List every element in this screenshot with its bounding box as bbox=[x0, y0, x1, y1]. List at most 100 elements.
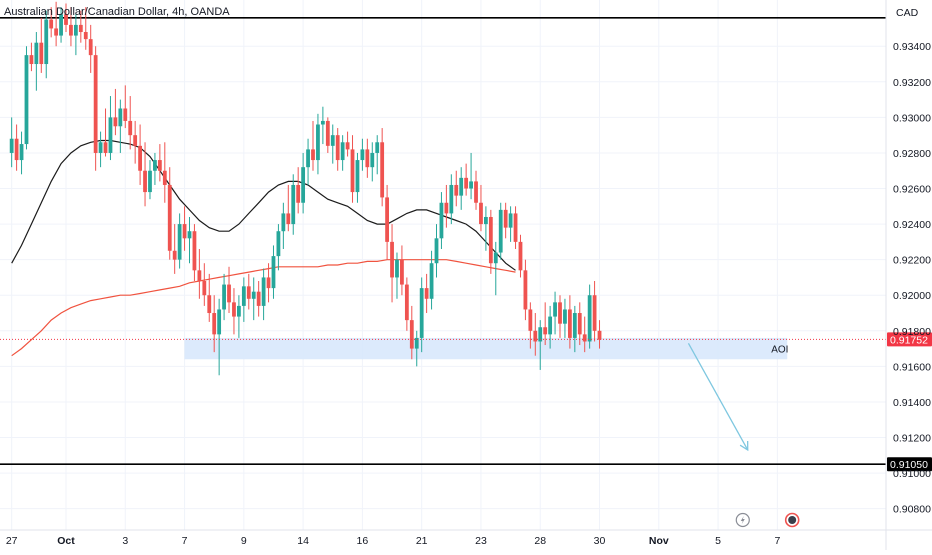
candle-down bbox=[123, 85, 128, 129]
candle-up bbox=[449, 174, 454, 225]
candle-down bbox=[167, 167, 172, 260]
candle-body bbox=[404, 284, 409, 321]
candle-body bbox=[217, 309, 222, 335]
candle-down bbox=[464, 163, 469, 196]
candle-body bbox=[355, 160, 360, 193]
candle-body bbox=[44, 19, 49, 65]
price-axis[interactable]: 0.93400 0.93200 0.93000 0.92800 0.92600 0.924… bbox=[885, 0, 931, 550]
candle-down bbox=[335, 128, 340, 171]
candle-body bbox=[182, 224, 187, 239]
lightning-icon[interactable] bbox=[735, 512, 750, 528]
candle-up bbox=[414, 330, 419, 367]
candle-body bbox=[424, 288, 429, 299]
candle-body bbox=[597, 330, 602, 340]
candle-body bbox=[395, 259, 399, 278]
candle-body bbox=[113, 117, 118, 127]
candle-up bbox=[572, 305, 577, 353]
candle-body bbox=[409, 320, 414, 349]
candle-body bbox=[306, 149, 310, 168]
event-icons[interactable] bbox=[735, 512, 800, 528]
level-price-tag-text: 0.91050 bbox=[890, 459, 928, 471]
time-axis[interactable]: 27 Oct 3 7 9 14 16 21 23 28 30 Nov 5 7 bbox=[0, 529, 932, 547]
candle-down bbox=[39, 17, 44, 73]
candle-body bbox=[548, 316, 553, 335]
candle-body bbox=[286, 213, 291, 225]
candle-body bbox=[375, 142, 380, 153]
candle-down bbox=[513, 206, 518, 249]
candle-down bbox=[54, 1, 59, 47]
time-tick-label: Nov bbox=[649, 535, 669, 547]
projection-arrow-line bbox=[687, 342, 749, 451]
candle-body bbox=[162, 170, 167, 185]
candle-down bbox=[390, 224, 394, 303]
candle-down bbox=[365, 138, 370, 178]
candle-down bbox=[350, 135, 355, 203]
candle-down bbox=[286, 184, 291, 232]
candle-body bbox=[123, 108, 128, 121]
time-tick-label: 30 bbox=[594, 535, 606, 547]
time-tick-label: 23 bbox=[475, 535, 487, 547]
candle-down bbox=[138, 124, 142, 185]
candle-up bbox=[484, 206, 488, 251]
candle-body bbox=[533, 330, 538, 342]
candle-body bbox=[266, 277, 271, 289]
candle-body bbox=[192, 231, 197, 271]
price-tick-label: 0.91400 bbox=[893, 397, 931, 409]
price-tick-label: 0.91200 bbox=[893, 433, 931, 445]
candle-up bbox=[108, 96, 113, 161]
candle-down bbox=[207, 273, 212, 322]
economic-event-icon[interactable] bbox=[784, 512, 800, 528]
candle-down bbox=[49, 7, 54, 38]
candle-down bbox=[479, 184, 483, 232]
time-tick-label: 28 bbox=[534, 535, 546, 547]
candle-down bbox=[444, 184, 449, 228]
candle-up bbox=[306, 138, 310, 185]
candle-body bbox=[128, 120, 133, 136]
candle-body bbox=[157, 160, 162, 171]
candle-up bbox=[553, 291, 557, 335]
candle-body bbox=[301, 167, 306, 203]
level-price-tag bbox=[887, 457, 932, 472]
time-tick-label: 9 bbox=[241, 535, 247, 547]
candle-down bbox=[133, 120, 138, 164]
candle-body bbox=[360, 149, 365, 161]
candle-up bbox=[34, 32, 39, 91]
candle-down bbox=[592, 281, 597, 342]
candle-up bbox=[271, 245, 276, 299]
candle-up bbox=[320, 106, 325, 145]
candle-body bbox=[563, 309, 567, 324]
candle-body bbox=[503, 209, 508, 228]
candle-body bbox=[414, 337, 419, 349]
candle-down bbox=[597, 320, 602, 349]
price-tick-label: 0.92000 bbox=[893, 290, 931, 302]
candle-up bbox=[548, 305, 553, 349]
candle-body bbox=[88, 39, 93, 56]
candle-body bbox=[103, 142, 108, 153]
candle-down bbox=[246, 273, 251, 310]
candle-up bbox=[261, 268, 266, 321]
candle-body bbox=[400, 259, 404, 285]
candle-body bbox=[73, 24, 78, 36]
price-tick-label: 0.91600 bbox=[893, 361, 931, 373]
candle-up bbox=[563, 298, 567, 338]
candle-body bbox=[484, 216, 488, 225]
candle-down bbox=[380, 128, 385, 207]
candle-body bbox=[197, 270, 202, 282]
candle-down bbox=[528, 302, 533, 349]
price-tick-label: 0.92200 bbox=[893, 255, 931, 267]
candle-body bbox=[241, 286, 246, 306]
candle-body bbox=[479, 202, 483, 225]
candle-up bbox=[434, 224, 439, 278]
candle-up bbox=[73, 14, 78, 56]
candle-body bbox=[69, 24, 73, 36]
candle-body bbox=[54, 28, 59, 36]
candle-up bbox=[498, 202, 503, 260]
candle-down bbox=[83, 7, 88, 50]
aoi-zone: AOI bbox=[184, 337, 788, 360]
candle-body bbox=[508, 213, 513, 228]
candle-body bbox=[370, 152, 375, 168]
candle-down bbox=[385, 184, 389, 260]
candle-body bbox=[172, 250, 177, 260]
